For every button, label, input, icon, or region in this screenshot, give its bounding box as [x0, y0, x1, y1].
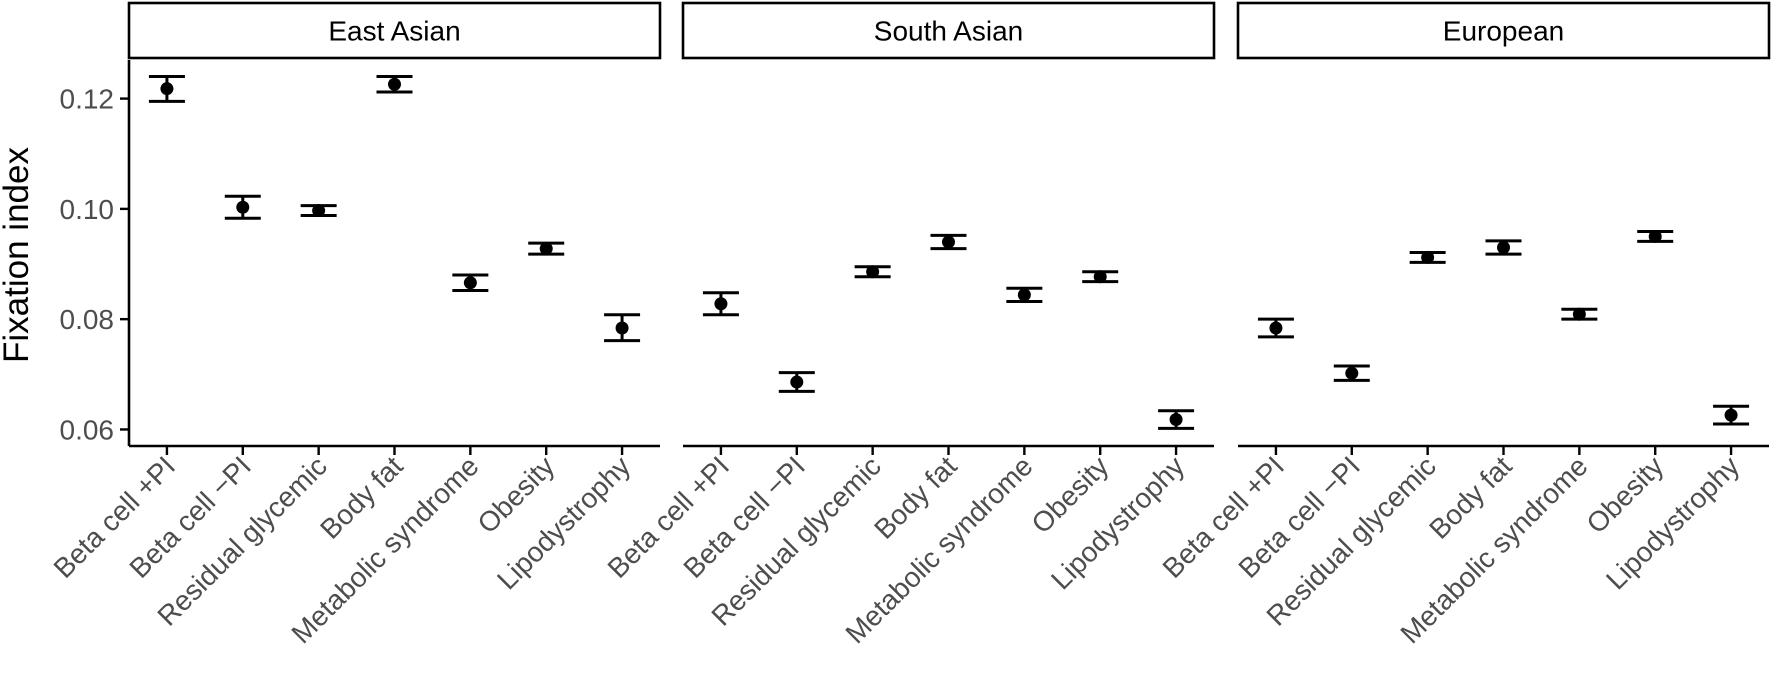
data-point	[236, 200, 250, 214]
data-point	[1497, 240, 1510, 254]
facet-strip	[127, 1, 662, 60]
data-point	[790, 375, 804, 389]
data-point	[615, 321, 629, 335]
data-point	[1421, 250, 1435, 264]
x-tick-label: Lipodystrophy	[1600, 450, 1745, 595]
data-point	[1724, 408, 1738, 422]
y-tick-label: 0.08	[60, 304, 115, 335]
data-point	[1648, 229, 1662, 243]
data-point	[463, 276, 477, 290]
data-point	[1093, 270, 1107, 284]
data-point	[1269, 321, 1283, 335]
data-point	[539, 242, 553, 256]
data-point	[388, 77, 401, 91]
data-point	[1169, 413, 1183, 427]
y-tick-label: 0.12	[60, 84, 115, 115]
facet-title: European	[1443, 16, 1564, 47]
facet-strip	[1236, 1, 1771, 60]
y-axis-label: Fixation index	[0, 147, 36, 363]
facet-title: South Asian	[874, 16, 1023, 47]
data-point	[1345, 366, 1359, 380]
data-point	[160, 82, 174, 96]
data-point	[1572, 307, 1586, 321]
data-point	[312, 204, 326, 218]
data-point	[1017, 288, 1031, 302]
y-tick-label: 0.10	[60, 194, 115, 225]
data-point	[942, 235, 955, 249]
facet-strip	[681, 1, 1216, 60]
y-tick-label: 0.06	[60, 414, 115, 445]
data-point	[714, 297, 728, 311]
data-point	[866, 265, 880, 279]
facet-title: East Asian	[328, 16, 460, 47]
